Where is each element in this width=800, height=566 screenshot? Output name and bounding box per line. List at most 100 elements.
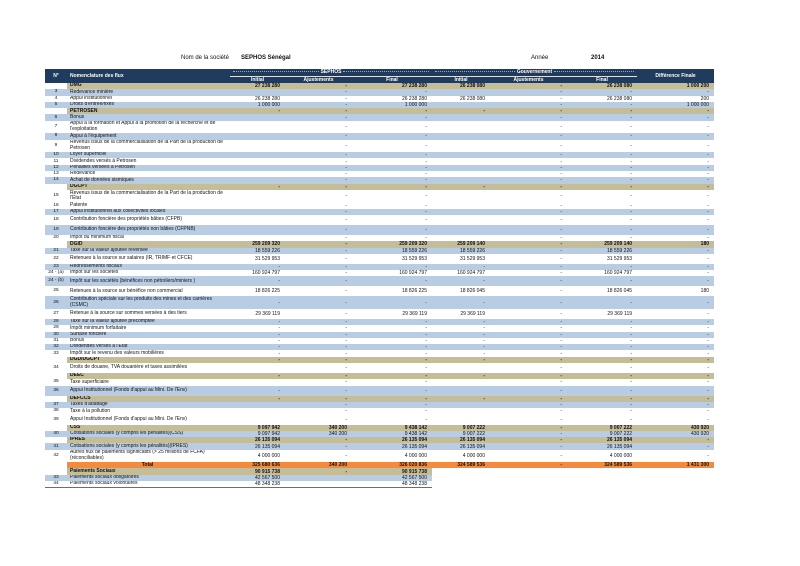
row-label: Impôt sur les sociétés xyxy=(67,270,230,277)
value-cell: - xyxy=(285,95,352,102)
value-cell: 29 369 119 xyxy=(432,308,490,319)
value-cell: - xyxy=(285,408,352,415)
value-cell: - xyxy=(637,120,715,134)
row-label: Impôt minimum forfaitaire xyxy=(67,325,230,332)
value-cell: - xyxy=(352,344,432,351)
value-cell: - xyxy=(230,350,285,357)
value-cell xyxy=(230,158,285,165)
value-cell xyxy=(285,474,352,482)
table-row: 25 Retenues à la source sur bénéfice non … xyxy=(45,286,715,297)
row-number: 11 xyxy=(45,158,67,165)
value-cell: 9 007 222 xyxy=(432,424,490,431)
value-cell: - xyxy=(637,208,715,215)
table-row: PETROSEN - - - - - - - xyxy=(45,108,715,115)
value-cell: - xyxy=(567,152,638,159)
value-cell: - xyxy=(432,350,490,357)
value-cell: - xyxy=(490,379,567,386)
value-cell xyxy=(432,234,490,242)
value-cell: - xyxy=(490,83,567,90)
value-cell: 29 369 119 xyxy=(352,308,432,319)
row-label: Redressements fiscaux xyxy=(67,263,230,271)
value-cell: 1 000 200 xyxy=(637,83,715,90)
value-cell: 42 567 500 xyxy=(352,474,432,482)
value-cell xyxy=(230,133,285,140)
value-cell: - xyxy=(285,350,352,357)
row-number: 35 xyxy=(45,379,67,386)
value-cell: - xyxy=(230,276,285,287)
value-cell: - xyxy=(352,331,432,338)
row-label: Patente xyxy=(67,202,230,209)
reconciliation-table: N° Nomenclature des flux SEPHOS Gouverne… xyxy=(45,69,715,489)
dotted-leader xyxy=(343,71,429,73)
subheader-sephos-ajustements: Ajustements xyxy=(285,76,352,83)
value-cell: - xyxy=(637,139,715,153)
value-cell: 4 000 000 xyxy=(230,449,285,463)
value-cell: - xyxy=(637,337,715,345)
value-cell: - xyxy=(637,395,715,402)
value-cell: 9 007 222 xyxy=(567,430,638,438)
row-label: Taxe à la pollution xyxy=(67,408,230,415)
value-cell: - xyxy=(637,108,715,115)
value-cell: - xyxy=(230,325,285,332)
value-cell: - xyxy=(285,337,352,345)
row-number: 23 xyxy=(45,263,67,271)
value-cell: - xyxy=(490,108,567,115)
table-row: 26 Contribution spéciale sur les produits… xyxy=(45,296,715,309)
value-cell: 325 680 636 xyxy=(230,462,285,469)
value-cell xyxy=(432,408,490,415)
value-cell: - xyxy=(637,158,715,165)
row-number: 10 xyxy=(45,152,67,159)
row-number xyxy=(45,83,67,90)
value-cell: 31 529 953 xyxy=(230,253,285,264)
value-cell: - xyxy=(637,202,715,209)
row-label: Bonus xyxy=(67,114,230,121)
table-row: Total 325 680 636 340 200 326 020 836 324 58… xyxy=(45,462,715,469)
row-label: Paiements sociaux obligatoires xyxy=(67,474,230,482)
value-cell: - xyxy=(490,443,567,450)
value-cell: 26 238 280 xyxy=(230,95,285,102)
value-cell: - xyxy=(637,350,715,357)
value-cell: - xyxy=(432,331,490,338)
value-cell: - xyxy=(432,318,490,326)
value-cell xyxy=(432,468,490,475)
value-cell: - xyxy=(567,177,638,184)
value-cell: - xyxy=(230,263,285,271)
value-cell: - xyxy=(490,424,567,431)
value-cell: - xyxy=(285,158,352,165)
table-row: 33 Impôt sur le revenu des valeurs mobili… xyxy=(45,350,715,357)
value-cell: - xyxy=(285,170,352,178)
value-cell: - xyxy=(352,164,432,171)
value-cell: 160 924 797 xyxy=(230,270,285,277)
row-label: DGCPT xyxy=(67,183,230,190)
row-label: PETROSEN xyxy=(67,108,230,115)
dotted-leader xyxy=(554,71,635,73)
value-cell: - xyxy=(490,202,567,209)
value-cell: - xyxy=(285,234,352,242)
value-cell: - xyxy=(567,224,638,235)
row-label: Taxe superficiaire xyxy=(67,379,230,386)
value-cell: - xyxy=(490,241,567,248)
table-row: 7 Appui à la formation et Appui à la prom… xyxy=(45,120,715,134)
value-cell: - xyxy=(637,177,715,184)
row-number: 8 xyxy=(45,133,67,140)
value-cell: 26 238 080 xyxy=(432,95,490,102)
value-cell: 29 369 119 xyxy=(567,308,638,319)
year-value: 2014 xyxy=(591,55,605,61)
value-cell: - xyxy=(567,337,638,345)
value-cell: - xyxy=(285,189,352,203)
table-row: 17 Appui institutionnel aux collectivités… xyxy=(45,208,715,215)
value-cell: - xyxy=(567,373,638,380)
value-cell: - xyxy=(637,373,715,380)
value-cell: - xyxy=(285,120,352,134)
value-cell: - xyxy=(285,177,352,184)
value-cell: - xyxy=(637,276,715,287)
col-header-flux: Nomenclature des flux xyxy=(67,69,230,83)
row-number: 20 xyxy=(45,234,67,242)
value-cell: 18 826 225 xyxy=(230,286,285,297)
value-cell xyxy=(230,202,285,209)
value-cell xyxy=(432,177,490,184)
value-cell: - xyxy=(490,408,567,415)
row-label: DEFCCS xyxy=(67,395,230,402)
value-cell: - xyxy=(490,395,567,402)
